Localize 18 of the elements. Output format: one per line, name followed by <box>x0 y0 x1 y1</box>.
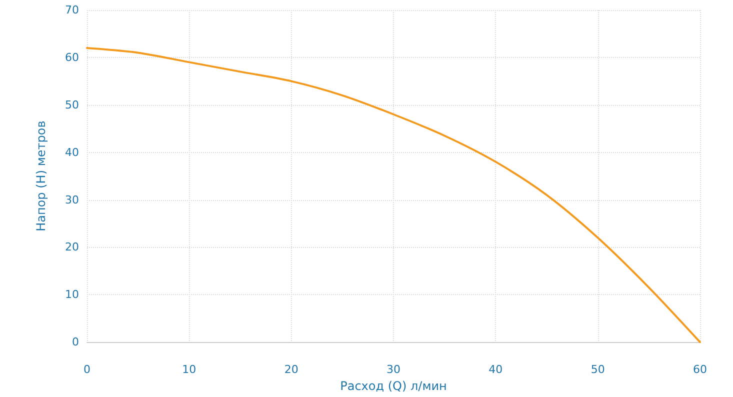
y-tick-label: 50 <box>65 98 79 112</box>
y-axis-title: Напор (H) метров <box>34 120 48 232</box>
line-series <box>86 46 701 344</box>
x-tick-label: 60 <box>693 363 707 376</box>
y-tick-label: 0 <box>72 336 79 349</box>
x-tick-label: 0 <box>84 363 90 376</box>
x-tick-label: 40 <box>488 363 503 376</box>
x-tick-label: 20 <box>284 363 298 376</box>
y-tick-label: 10 <box>65 288 79 302</box>
y-tick-label: 70 <box>65 4 79 16</box>
y-tick-label: 40 <box>65 146 79 159</box>
y-tick-label: 60 <box>65 50 79 64</box>
y-tick-label: 20 <box>65 240 79 254</box>
x-tick-label: 10 <box>182 363 196 376</box>
x-tick-label: 30 <box>386 363 400 376</box>
y-tick-label: 30 <box>65 193 79 206</box>
x-tick-label: 50 <box>590 363 605 376</box>
x-axis-title: Расход (Q) л/мин <box>340 379 447 393</box>
